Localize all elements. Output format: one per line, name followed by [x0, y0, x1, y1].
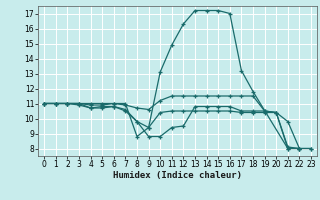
X-axis label: Humidex (Indice chaleur): Humidex (Indice chaleur) — [113, 171, 242, 180]
